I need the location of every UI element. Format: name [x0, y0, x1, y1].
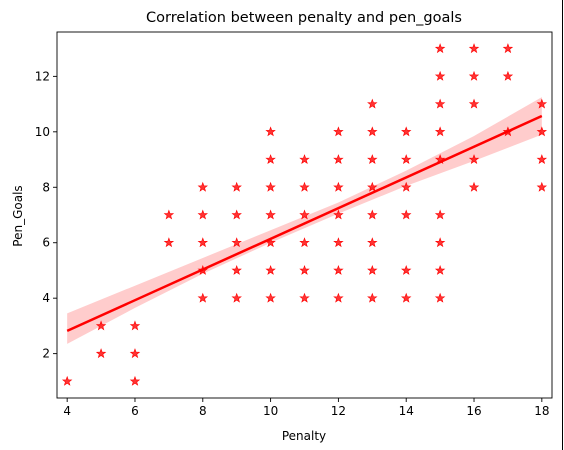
data-point	[129, 348, 141, 359]
data-point	[265, 209, 276, 220]
data-point	[231, 209, 242, 220]
data-point	[197, 292, 208, 303]
data-point	[367, 292, 378, 303]
data-point	[163, 209, 175, 220]
y-tick-label: 12	[35, 69, 50, 83]
data-point	[299, 292, 310, 303]
data-point	[401, 264, 412, 275]
chart-title: Correlation between penalty and pen_goal…	[146, 10, 462, 26]
data-point	[367, 98, 378, 109]
data-point	[401, 209, 412, 220]
x-tick-label: 12	[331, 404, 346, 418]
data-point	[434, 70, 446, 81]
y-tick-label: 8	[42, 180, 50, 194]
x-tick-label: 4	[63, 404, 71, 418]
data-point	[434, 292, 446, 303]
data-point	[129, 320, 141, 331]
x-tick-label: 16	[466, 404, 481, 418]
data-point	[536, 126, 548, 137]
data-point	[333, 237, 344, 248]
x-tick-label: 10	[263, 404, 278, 418]
data-point	[265, 126, 276, 137]
data-point	[299, 181, 310, 192]
x-tick-label: 14	[399, 404, 414, 418]
data-point	[434, 209, 446, 220]
data-point	[197, 237, 208, 248]
data-point	[367, 209, 378, 220]
data-point	[401, 154, 412, 164]
x-tick-label: 6	[131, 404, 139, 418]
data-point	[333, 209, 344, 220]
data-point	[61, 375, 73, 386]
data-point	[333, 181, 344, 192]
data-point	[231, 237, 242, 248]
data-point	[502, 70, 514, 81]
data-point	[367, 264, 378, 275]
window-edge	[562, 0, 563, 450]
data-point	[468, 70, 480, 81]
data-point	[468, 43, 480, 54]
data-point	[434, 237, 446, 248]
data-point	[367, 154, 378, 164]
confidence-band	[67, 97, 542, 344]
data-point	[401, 181, 412, 192]
data-point	[333, 126, 344, 137]
data-point	[299, 264, 310, 275]
data-point	[299, 209, 310, 220]
y-axis-ticks: 2 4 6 8 10 12	[35, 69, 57, 361]
data-point	[468, 181, 480, 192]
data-point	[265, 181, 276, 192]
data-point	[265, 292, 276, 303]
data-point	[265, 264, 276, 275]
x-axis-ticks: 4 6 8 10 12 14 16 18	[63, 398, 549, 418]
data-point	[434, 98, 446, 109]
data-point	[333, 292, 344, 303]
data-point	[468, 154, 480, 164]
data-point	[299, 154, 310, 164]
data-point	[231, 264, 242, 275]
data-point	[536, 154, 548, 164]
data-points	[61, 43, 548, 386]
data-point	[231, 292, 242, 303]
data-point	[231, 181, 242, 192]
data-point	[129, 375, 141, 386]
data-point	[401, 126, 412, 137]
x-tick-label: 18	[534, 404, 549, 418]
data-point	[367, 237, 378, 248]
data-point	[502, 43, 514, 54]
y-tick-label: 10	[35, 125, 50, 139]
data-point	[95, 348, 107, 359]
data-point	[197, 209, 208, 220]
data-point	[265, 154, 276, 164]
data-point	[367, 126, 378, 137]
data-point	[197, 181, 208, 192]
x-axis-label: Penalty	[282, 429, 326, 443]
y-tick-label: 4	[42, 291, 50, 305]
y-tick-label: 6	[42, 236, 50, 250]
data-point	[299, 237, 310, 248]
data-point	[536, 98, 548, 109]
data-point	[468, 98, 480, 109]
x-tick-label: 8	[199, 404, 207, 418]
data-point	[434, 126, 446, 137]
y-tick-label: 2	[42, 347, 50, 361]
data-point	[401, 292, 412, 303]
data-point	[434, 264, 446, 275]
data-point	[95, 320, 107, 331]
axes-frame	[56, 31, 553, 399]
plot-area	[61, 43, 548, 386]
data-point	[536, 181, 548, 192]
regression-line	[66, 114, 543, 333]
y-axis-label: Pen_Goals	[11, 185, 25, 246]
data-point	[434, 43, 446, 54]
data-point	[367, 181, 378, 192]
data-point	[333, 264, 344, 275]
data-point	[163, 237, 175, 248]
data-point	[333, 154, 344, 164]
